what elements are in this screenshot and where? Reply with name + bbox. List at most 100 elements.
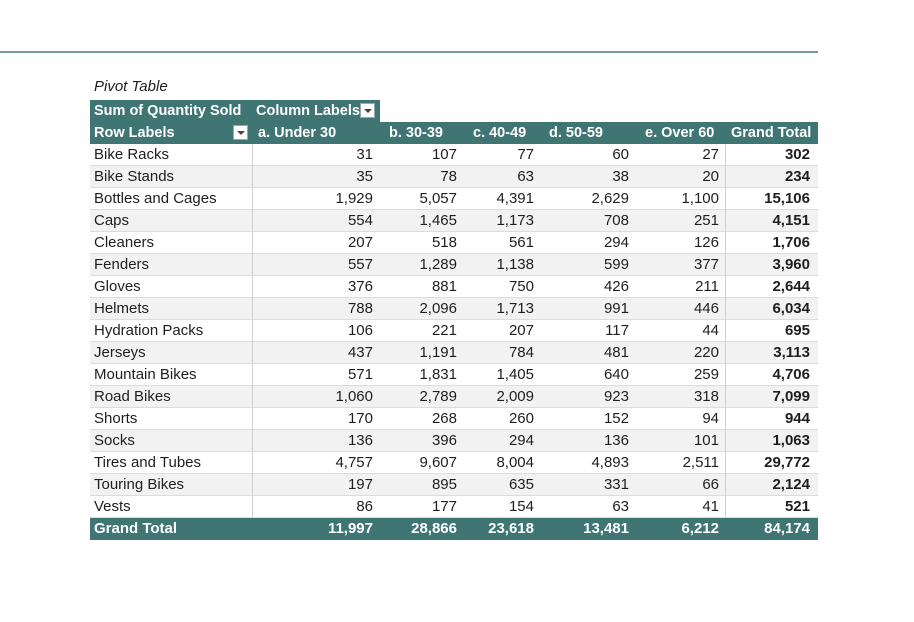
value-cell[interactable]: 991 xyxy=(603,300,629,317)
grand-total-label[interactable]: Grand Total xyxy=(94,520,178,537)
row-label[interactable]: Bike Stands xyxy=(90,166,253,188)
value-cell[interactable]: 518 xyxy=(431,234,457,251)
value-cell[interactable]: 446 xyxy=(693,300,719,317)
row-total-cell[interactable]: 1,706 xyxy=(725,232,818,254)
value-cell[interactable]: 268 xyxy=(431,410,457,427)
value-cell[interactable]: 259 xyxy=(693,366,719,383)
row-total-cell[interactable]: 2,124 xyxy=(725,474,818,496)
row-labels-header[interactable]: Row Labels xyxy=(94,125,175,141)
value-cell[interactable]: 78 xyxy=(440,168,457,185)
value-cell[interactable]: 2,096 xyxy=(419,300,457,317)
column-total-cell[interactable]: 28,866 xyxy=(411,520,457,537)
value-cell[interactable]: 197 xyxy=(347,476,373,493)
value-cell[interactable]: 20 xyxy=(702,168,719,185)
value-cell[interactable]: 31 xyxy=(356,146,373,163)
value-cell[interactable]: 211 xyxy=(695,278,719,295)
column-header[interactable]: d. 50-59 xyxy=(549,125,603,141)
value-cell[interactable]: 1,831 xyxy=(419,366,457,383)
value-cell[interactable]: 376 xyxy=(347,278,373,295)
value-cell[interactable]: 66 xyxy=(702,476,719,493)
value-cell[interactable]: 2,789 xyxy=(419,388,457,405)
row-label[interactable]: Bike Racks xyxy=(90,144,253,166)
row-total-cell[interactable]: 302 xyxy=(725,144,818,166)
row-total-cell[interactable]: 29,772 xyxy=(725,452,818,474)
value-cell[interactable]: 41 xyxy=(702,498,719,515)
row-label[interactable]: Vests xyxy=(90,496,253,518)
value-cell[interactable]: 221 xyxy=(431,322,457,339)
row-label[interactable]: Hydration Packs xyxy=(90,320,253,342)
row-label[interactable]: Gloves xyxy=(90,276,253,298)
grand-total-cell[interactable]: 84,174 xyxy=(764,520,810,537)
row-total-cell[interactable]: 3,960 xyxy=(725,254,818,276)
value-cell[interactable]: 640 xyxy=(603,366,629,383)
column-total-cell[interactable]: 6,212 xyxy=(681,520,719,537)
row-total-cell[interactable]: 944 xyxy=(725,408,818,430)
value-cell[interactable]: 294 xyxy=(508,432,534,449)
value-cell[interactable]: 63 xyxy=(612,498,629,515)
row-labels-filter-dropdown-icon[interactable] xyxy=(233,125,248,140)
value-cell[interactable]: 94 xyxy=(702,410,719,427)
value-cell[interactable]: 2,009 xyxy=(496,388,534,405)
value-cell[interactable]: 35 xyxy=(356,168,373,185)
value-cell[interactable]: 318 xyxy=(693,388,719,405)
value-cell[interactable]: 107 xyxy=(431,146,457,163)
value-cell[interactable]: 1,060 xyxy=(335,388,373,405)
row-label[interactable]: Jerseys xyxy=(90,342,253,364)
row-label[interactable]: Helmets xyxy=(90,298,253,320)
value-cell[interactable]: 117 xyxy=(605,322,629,339)
value-cell[interactable]: 788 xyxy=(347,300,373,317)
row-label[interactable]: Tires and Tubes xyxy=(90,452,253,474)
row-total-cell[interactable]: 7,099 xyxy=(725,386,818,408)
column-header[interactable]: b. 30-39 xyxy=(389,125,443,141)
value-cell[interactable]: 152 xyxy=(603,410,629,427)
value-cell[interactable]: 784 xyxy=(508,344,534,361)
row-label[interactable]: Touring Bikes xyxy=(90,474,253,496)
value-cell[interactable]: 557 xyxy=(347,256,373,273)
value-cell[interactable]: 571 xyxy=(347,366,373,383)
value-cell[interactable]: 44 xyxy=(702,322,719,339)
row-label[interactable]: Cleaners xyxy=(90,232,253,254)
row-total-cell[interactable]: 15,106 xyxy=(725,188,818,210)
value-cell[interactable]: 4,893 xyxy=(591,454,629,471)
row-label[interactable]: Shorts xyxy=(90,408,253,430)
row-total-cell[interactable]: 3,113 xyxy=(725,342,818,364)
row-total-cell[interactable]: 234 xyxy=(725,166,818,188)
row-total-cell[interactable]: 4,151 xyxy=(725,210,818,232)
value-cell[interactable]: 170 xyxy=(347,410,373,427)
value-cell[interactable]: 251 xyxy=(693,212,719,229)
row-total-cell[interactable]: 521 xyxy=(725,496,818,518)
grand-total-header[interactable]: Grand Total xyxy=(731,125,812,141)
row-total-cell[interactable]: 1,063 xyxy=(725,430,818,452)
value-cell[interactable]: 599 xyxy=(603,256,629,273)
value-cell[interactable]: 260 xyxy=(508,410,534,427)
value-cell[interactable]: 1,100 xyxy=(681,190,719,207)
column-header[interactable]: c. 40-49 xyxy=(473,125,527,141)
value-cell[interactable]: 207 xyxy=(347,234,373,251)
value-cell[interactable]: 136 xyxy=(347,432,373,449)
value-cell[interactable]: 136 xyxy=(603,432,629,449)
value-cell[interactable]: 8,004 xyxy=(496,454,534,471)
value-cell[interactable]: 38 xyxy=(612,168,629,185)
row-label[interactable]: Mountain Bikes xyxy=(90,364,253,386)
value-cell[interactable]: 4,757 xyxy=(335,454,373,471)
value-cell[interactable]: 1,465 xyxy=(419,212,457,229)
value-cell[interactable]: 101 xyxy=(693,432,719,449)
value-cell[interactable]: 1,405 xyxy=(496,366,534,383)
row-total-cell[interactable]: 2,644 xyxy=(725,276,818,298)
values-field-label[interactable]: Sum of Quantity Sold xyxy=(94,103,242,119)
column-header[interactable]: e. Over 60 xyxy=(645,125,715,141)
value-cell[interactable]: 1,289 xyxy=(419,256,457,273)
value-cell[interactable]: 1,713 xyxy=(496,300,534,317)
value-cell[interactable]: 2,511 xyxy=(682,454,719,471)
row-label[interactable]: Road Bikes xyxy=(90,386,253,408)
row-total-cell[interactable]: 4,706 xyxy=(725,364,818,386)
value-cell[interactable]: 331 xyxy=(603,476,629,493)
column-labels-filter-dropdown-icon[interactable] xyxy=(360,103,375,118)
column-total-cell[interactable]: 11,997 xyxy=(327,520,373,537)
value-cell[interactable]: 1,929 xyxy=(335,190,373,207)
value-cell[interactable]: 895 xyxy=(431,476,457,493)
value-cell[interactable]: 177 xyxy=(431,498,457,515)
value-cell[interactable]: 554 xyxy=(347,212,373,229)
value-cell[interactable]: 923 xyxy=(603,388,629,405)
value-cell[interactable]: 220 xyxy=(693,344,719,361)
